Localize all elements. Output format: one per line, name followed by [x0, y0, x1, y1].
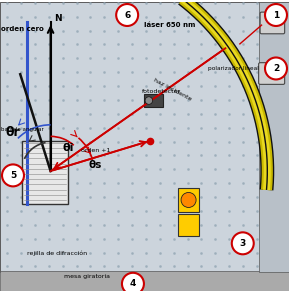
- Text: 1: 1: [273, 11, 279, 20]
- Text: orden +1: orden +1: [81, 148, 110, 153]
- Text: mesa giratoria: mesa giratoria: [64, 274, 110, 279]
- Circle shape: [181, 193, 196, 207]
- Text: 3: 3: [240, 239, 246, 248]
- Text: fotodetector: fotodetector: [142, 89, 181, 94]
- FancyBboxPatch shape: [260, 12, 285, 34]
- Text: polarizador lineal: polarizador lineal: [208, 66, 259, 71]
- Bar: [0, 271, 289, 291]
- Circle shape: [145, 97, 153, 104]
- Text: 2: 2: [273, 64, 279, 73]
- Text: θs: θs: [88, 160, 101, 170]
- Text: 5: 5: [10, 171, 16, 180]
- Bar: [178, 214, 199, 236]
- Circle shape: [116, 4, 138, 26]
- Text: N: N: [54, 14, 62, 23]
- Bar: [144, 93, 163, 108]
- Circle shape: [122, 273, 144, 293]
- Text: barrido angular: barrido angular: [1, 127, 44, 132]
- Circle shape: [2, 164, 24, 186]
- Bar: [259, 2, 289, 272]
- Circle shape: [265, 4, 287, 26]
- Text: láser 650 nm: láser 650 nm: [144, 22, 196, 28]
- Text: rejilla de difracción: rejilla de difracción: [27, 251, 88, 256]
- Bar: [178, 188, 199, 212]
- Text: 6: 6: [124, 11, 130, 20]
- Text: θr: θr: [6, 126, 21, 139]
- Text: θi: θi: [62, 143, 73, 153]
- Circle shape: [232, 232, 254, 254]
- Text: 4: 4: [130, 279, 136, 288]
- FancyBboxPatch shape: [259, 63, 285, 84]
- Circle shape: [265, 57, 287, 79]
- Text: haz incidente: haz incidente: [153, 78, 192, 102]
- Text: orden cero: orden cero: [1, 26, 44, 32]
- Bar: [22, 141, 68, 204]
